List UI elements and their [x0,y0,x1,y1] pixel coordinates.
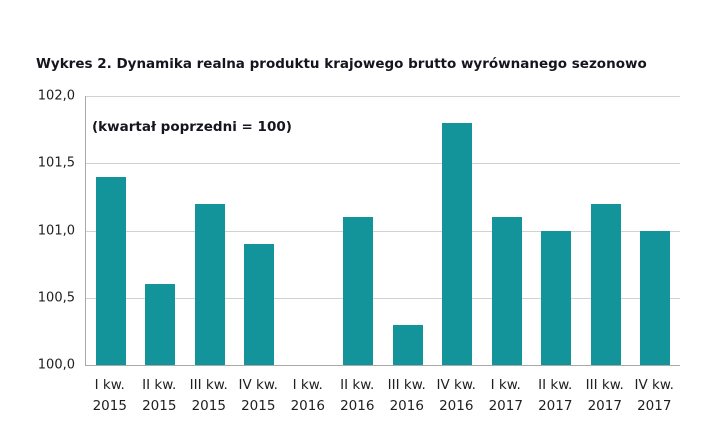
x-tick-label: I kw. 2017 [481,375,531,417]
y-tick-label: 101,5 [37,155,75,171]
x-tick-quarter: IV kw. [634,377,674,393]
x-tick-year: 2016 [439,397,474,414]
gridline [86,163,680,165]
bar [95,176,126,365]
y-tick-label: 100,5 [37,290,75,306]
x-tick-label: III kw. 2017 [580,375,630,417]
x-tick-quarter: I kw. [490,377,521,393]
bar [590,203,621,365]
x-tick-label: II kw. 2015 [135,375,185,417]
x-tick-quarter: II kw. [340,377,375,393]
x-tick-quarter: I kw. [292,377,323,393]
bar [343,217,374,365]
x-tick-year: 2016 [290,397,325,414]
x-tick-label: I kw. 2016 [283,375,333,417]
y-tick-label: 102,0 [37,88,75,104]
x-tick-label: III kw. 2016 [382,375,432,417]
x-tick-label: II kw. 2016 [333,375,383,417]
bar [244,243,275,365]
x-tick-year: 2017 [637,397,672,414]
gridline [86,96,680,97]
y-tick-label: 100,0 [37,357,75,373]
x-tick-label: IV kw. 2017 [630,375,680,417]
chart-title-line1: Wykres 2. Dynamika realna produktu krajo… [36,55,647,72]
x-tick-quarter: III kw. [387,377,426,393]
x-tick-label: I kw. 2015 [85,375,135,417]
x-tick-quarter: III kw. [585,377,624,393]
y-tick-label: 101,0 [37,223,75,238]
bar [145,284,176,365]
x-tick-label: II kw. 2017 [531,375,581,417]
x-tick-year: 2017 [538,397,573,414]
x-tick-label: III kw. 2015 [184,375,234,417]
bar [541,230,572,365]
x-tick-quarter: IV kw. [436,377,476,393]
bar [442,122,473,365]
bar [392,324,423,365]
bar [194,203,225,365]
x-tick-year: 2015 [92,397,127,414]
x-tick-year: 2016 [340,397,375,414]
x-tick-quarter: III kw. [189,377,228,393]
x-tick-label: IV kw. 2016 [432,375,482,417]
plot-area [85,96,680,366]
x-tick-quarter: IV kw. [238,377,278,393]
gridline [86,297,680,299]
x-tick-quarter: II kw. [538,377,573,393]
bar [640,230,671,365]
bar [491,217,522,365]
x-tick-year: 2016 [389,397,424,414]
x-tick-quarter: I kw. [94,377,125,393]
x-tick-quarter: II kw. [142,377,177,393]
x-tick-year: 2017 [587,397,622,414]
x-tick-year: 2017 [488,397,523,414]
x-tick-year: 2015 [191,397,226,414]
x-tick-label: IV kw. 2015 [234,375,284,417]
chart-title: Wykres 2. Dynamika realna produktu krajo… [36,12,647,179]
x-tick-year: 2015 [241,397,276,414]
x-tick-year: 2015 [142,397,177,414]
gridline [86,230,680,232]
chart-title-line2: (kwartał poprzedni = 100) [92,118,292,135]
